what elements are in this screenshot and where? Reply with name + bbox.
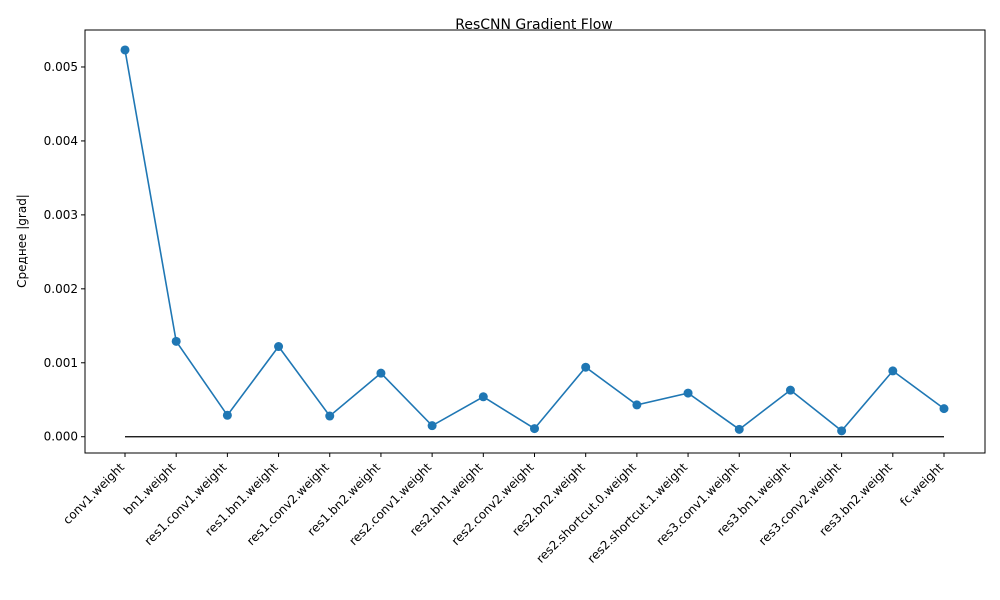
y-axis-label: Среднее |grad| xyxy=(15,194,29,288)
data-point xyxy=(939,404,949,414)
data-point xyxy=(171,336,181,346)
data-point xyxy=(632,400,642,410)
data-point xyxy=(734,424,744,434)
data-point xyxy=(888,366,898,376)
data-point xyxy=(120,45,130,55)
data-point xyxy=(581,362,591,372)
data-point xyxy=(376,368,386,378)
data-point xyxy=(837,426,847,436)
data-point xyxy=(478,392,488,402)
data-point xyxy=(785,385,795,395)
data-point xyxy=(530,424,539,434)
y-tick-label: 0.001 xyxy=(44,356,78,370)
y-tick-label: 0.003 xyxy=(44,208,78,222)
data-point xyxy=(274,342,284,352)
data-point xyxy=(683,388,693,398)
data-point xyxy=(325,411,335,421)
y-tick-label: 0.002 xyxy=(44,282,78,296)
data-point xyxy=(427,421,437,431)
plot-frame xyxy=(84,29,986,454)
y-tick-label: 0.005 xyxy=(44,60,78,74)
y-tick-label: 0.000 xyxy=(44,430,78,444)
data-point xyxy=(222,410,232,420)
y-tick-label: 0.004 xyxy=(44,134,78,148)
chart-title: ResCNN Gradient Flow xyxy=(455,17,613,33)
